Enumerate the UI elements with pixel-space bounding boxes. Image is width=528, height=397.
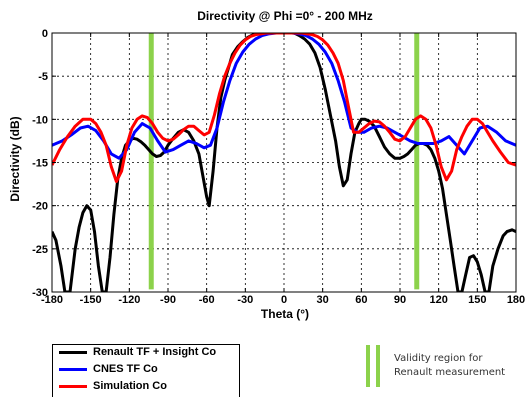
ticks: -180 -150 -120 -90 -60 -30 0 30 60 90 120 150 180 0 -5… xyxy=(32,28,525,306)
x-tick-label: 0 xyxy=(281,294,287,306)
validity-swatch-left xyxy=(366,345,370,387)
y-tick-label: -5 xyxy=(38,71,48,83)
legend-item-cnes: CNES TF Co xyxy=(59,362,158,376)
validity-legend-line1: Validity region for xyxy=(394,353,483,364)
x-tick-label: -90 xyxy=(160,294,176,306)
x-axis-label: Theta (°) xyxy=(261,307,309,321)
y-tick-label: -25 xyxy=(32,244,48,256)
validity-legend-line2: Renault measurement xyxy=(394,367,506,378)
validity-legend-text: Validity region for Renault measurement xyxy=(394,352,505,380)
x-tick-label: -180 xyxy=(41,294,63,306)
y-tick-label: 0 xyxy=(42,28,48,40)
y-tick-label: -20 xyxy=(32,201,48,213)
series-line-1 xyxy=(52,33,516,160)
series-line-2 xyxy=(52,33,516,183)
y-axis-label: Directivity (dB) xyxy=(8,116,22,201)
x-tick-label: 120 xyxy=(429,294,447,306)
legend-swatch-renault xyxy=(59,350,87,354)
x-tick-label: 60 xyxy=(355,294,367,306)
legend-label-cnes: CNES TF Co xyxy=(93,363,158,375)
legend-label-renault: Renault TF + Insight Co xyxy=(93,346,217,358)
series-lines xyxy=(52,33,516,292)
x-tick-label: -60 xyxy=(199,294,215,306)
validity-legend: Validity region for Renault measurement xyxy=(366,344,505,388)
x-tick-label: -120 xyxy=(118,294,140,306)
y-tick-label: -15 xyxy=(32,158,48,170)
legend: Renault TF + Insight Co CNES TF Co Simul… xyxy=(52,344,240,397)
validity-markers xyxy=(148,33,420,290)
x-tick-label: 90 xyxy=(394,294,406,306)
x-tick-label: 150 xyxy=(468,294,486,306)
legend-item-renault: Renault TF + Insight Co xyxy=(59,345,216,359)
validity-swatch-right xyxy=(376,345,380,387)
legend-label-simulation: Simulation Co xyxy=(93,380,167,392)
legend-swatch-simulation xyxy=(59,384,87,388)
x-tick-label: 30 xyxy=(317,294,329,306)
x-tick-label: -30 xyxy=(237,294,253,306)
x-tick-label: -150 xyxy=(80,294,102,306)
legend-item-simulation: Simulation Co xyxy=(59,379,167,393)
chart-title: Directivity @ Phi =0° - 200 MHz xyxy=(197,9,373,23)
x-tick-label: 180 xyxy=(507,294,525,306)
legend-swatch-cnes xyxy=(59,367,87,371)
directivity-chart: Directivity @ Phi =0° - 200 MHz -180 -150… xyxy=(8,9,525,321)
y-tick-label: -10 xyxy=(32,114,48,126)
y-tick-label: -30 xyxy=(32,287,48,299)
